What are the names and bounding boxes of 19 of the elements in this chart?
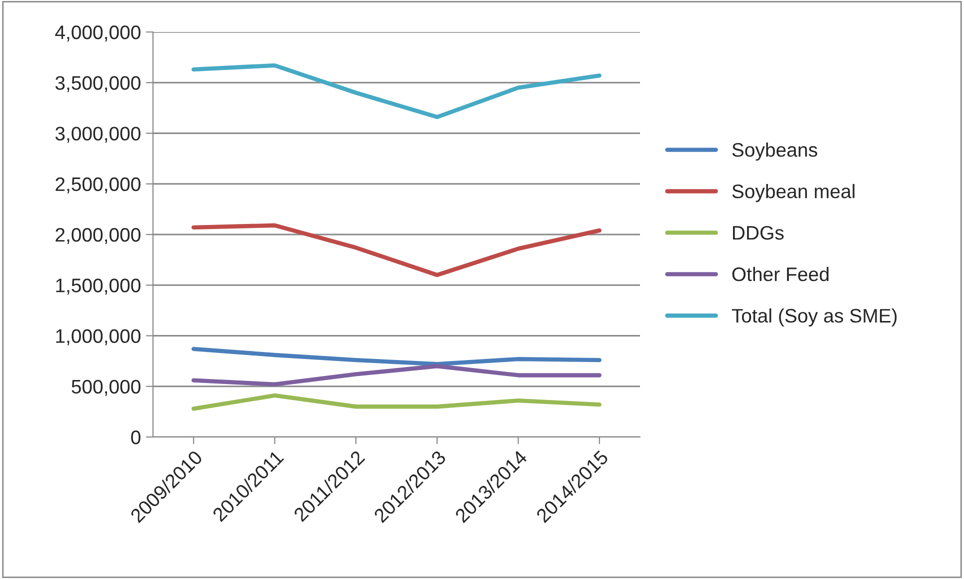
line-series — [192, 364, 602, 386]
y-tick-label: 1,000,000 — [56, 329, 140, 346]
y-tick-label: 4,000,000 — [55, 25, 140, 42]
legend-label: Soybeans — [732, 142, 818, 161]
line-series — [192, 63, 602, 120]
y-tick-label: 3,000,000 — [55, 126, 140, 143]
y-tick-label: 1,500,000 — [56, 278, 140, 295]
y-tick-label: 3,500,000 — [55, 76, 140, 92]
legend-label: Total (Soy as SME) — [732, 308, 897, 326]
y-tick-label: 2,500,000 — [56, 177, 140, 194]
line-series — [192, 223, 602, 278]
y-tick-label: 0 — [131, 430, 140, 444]
legend-label: Soybean meal — [732, 184, 854, 202]
y-tick-label: 2,000,000 — [56, 228, 140, 244]
y-tick-label: 500,000 — [72, 380, 140, 396]
line-series — [192, 346, 602, 366]
legend-label: Other Feed — [732, 266, 829, 282]
legend-label: DDGs — [733, 226, 784, 240]
line-series — [192, 393, 602, 411]
